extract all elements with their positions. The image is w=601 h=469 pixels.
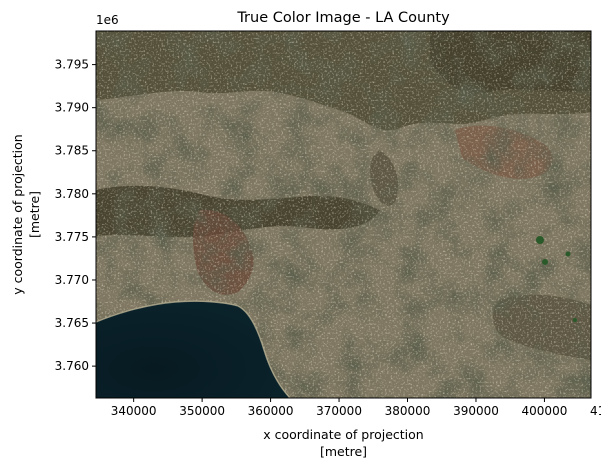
x-tick-label: 400000 <box>522 404 568 418</box>
y-tick-label: 3.795 <box>55 58 89 72</box>
x-tick-label: 390000 <box>453 404 499 418</box>
x-tick-label: 350000 <box>179 404 225 418</box>
y-tick-label: 3.775 <box>55 230 89 244</box>
x-axis-label-line2: [metre] <box>320 444 367 459</box>
x-axis-label-line1: x coordinate of projection <box>263 427 423 442</box>
y-tick-label: 3.785 <box>55 144 89 158</box>
x-tick-label: 340000 <box>111 404 157 418</box>
x-axis: 340000 350000 360000 370000 380000 390000 4000… <box>111 398 601 418</box>
y-axis: 3.760 3.765 3.770 3.775 3.780 3.785 3.790 3.795 <box>55 58 96 373</box>
y-axis-label-line1: y coordinate of projection <box>10 134 25 294</box>
x-tick-label: 370000 <box>316 404 362 418</box>
y-offset-text: 1e6 <box>96 13 119 27</box>
y-tick-label: 3.780 <box>55 187 89 201</box>
y-tick-label: 3.760 <box>55 359 89 373</box>
chart-title: True Color Image - LA County <box>236 10 450 26</box>
x-tick-label: 380000 <box>385 404 431 418</box>
x-tick-label: 410000 <box>590 404 601 418</box>
y-axis-label-line2: [metre] <box>27 191 42 238</box>
x-tick-label: 360000 <box>248 404 294 418</box>
y-tick-label: 3.765 <box>55 316 89 330</box>
y-tick-label: 3.770 <box>55 273 89 287</box>
satellite-image <box>96 31 591 398</box>
plot-area-frame <box>95 30 592 399</box>
y-tick-label: 3.790 <box>55 101 89 115</box>
